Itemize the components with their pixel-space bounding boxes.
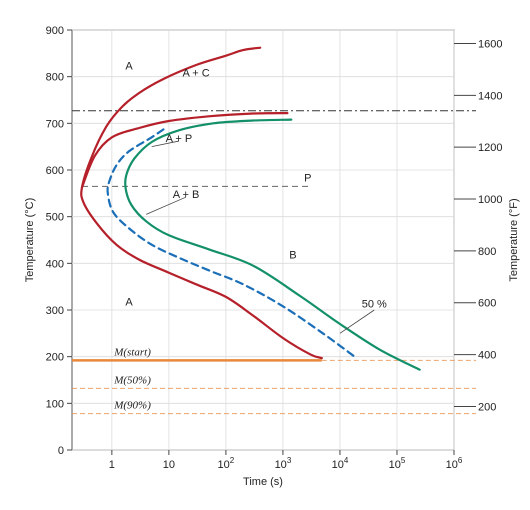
y-right-tick-label: 200 bbox=[478, 401, 496, 413]
reference-lines: P bbox=[72, 110, 476, 187]
x-axis-label: Time (s) bbox=[243, 476, 283, 488]
x-tick-exponent: 2 bbox=[230, 456, 235, 465]
region-label: B bbox=[289, 250, 296, 262]
x-tick-label: 1 bbox=[109, 459, 115, 471]
y-right-tick-label: 400 bbox=[478, 350, 496, 362]
region-label: A bbox=[125, 296, 133, 308]
x-tick-exponent: 4 bbox=[344, 456, 349, 465]
y-right-tick-label: 600 bbox=[478, 298, 496, 310]
curve-finish bbox=[124, 118, 421, 371]
martensite-lines: M(start) M(50%) M(90%) bbox=[72, 346, 476, 415]
label-pointer bbox=[146, 196, 187, 215]
y-tick-label: 400 bbox=[46, 258, 64, 270]
x-tick-exponent: 3 bbox=[287, 456, 292, 465]
y-tick-label: 600 bbox=[46, 165, 64, 177]
label-pointer bbox=[339, 309, 375, 334]
x-tick-base: 10 bbox=[446, 459, 458, 471]
x-tick-base: 10 bbox=[275, 459, 287, 471]
grid bbox=[72, 29, 455, 451]
x-tick-label: 105 bbox=[389, 456, 406, 471]
y-axis-label: Temperature (°C) bbox=[24, 198, 36, 282]
x-tick-exponent: 6 bbox=[458, 456, 463, 465]
x-tick-base: 10 bbox=[332, 459, 344, 471]
y-right-tick-label: 800 bbox=[478, 246, 496, 258]
martensite-line-label: M(50%) bbox=[113, 374, 151, 386]
y-axis-ticks: 0 100 200 300 400 500 600 700 800 900 bbox=[46, 25, 72, 457]
y-right-axis-label: Temperature (°F) bbox=[508, 198, 520, 281]
y-right-tick-label: 1200 bbox=[478, 142, 502, 154]
plot-area bbox=[71, 29, 455, 451]
y-right-tick-label: 1000 bbox=[478, 194, 502, 206]
x-tick-label: 103 bbox=[275, 456, 292, 471]
y-tick-label: 900 bbox=[46, 25, 64, 37]
region-labels: A A + C A + P A + B B A 50 % bbox=[125, 61, 387, 311]
x-tick-label: 106 bbox=[446, 456, 463, 471]
martensite-line-label: M(90%) bbox=[113, 400, 151, 412]
x-tick-exponent: 5 bbox=[401, 456, 406, 465]
x-tick-base: 10 bbox=[163, 459, 175, 471]
y-tick-label: 0 bbox=[58, 445, 64, 457]
region-label: A + C bbox=[182, 68, 209, 80]
y-tick-label: 100 bbox=[46, 398, 64, 410]
x-tick-base: 10 bbox=[389, 459, 401, 471]
y-tick-label: 700 bbox=[46, 118, 64, 130]
y-right-tick-label: 1600 bbox=[478, 38, 502, 50]
x-axis-ticks: 1 10 102 103 104 105 106 bbox=[109, 450, 463, 471]
region-label: A + P bbox=[166, 133, 193, 145]
y-tick-label: 300 bbox=[46, 305, 64, 317]
martensite-line-label: M(start) bbox=[113, 346, 151, 358]
y-tick-label: 200 bbox=[46, 352, 64, 364]
y-right-tick-label: 1400 bbox=[478, 90, 502, 102]
y-tick-label: 800 bbox=[46, 72, 64, 84]
curve-start-upper bbox=[80, 111, 289, 189]
x-tick-label: 104 bbox=[332, 456, 349, 471]
region-label: A + B bbox=[173, 189, 200, 201]
region-label: 50 % bbox=[362, 299, 387, 311]
label-pointers bbox=[146, 140, 375, 334]
x-tick-base: 1 bbox=[109, 459, 115, 471]
curve-mid bbox=[106, 128, 359, 360]
label-pointer bbox=[151, 140, 180, 148]
curve-start bbox=[80, 46, 323, 360]
y-tick-label: 500 bbox=[46, 212, 64, 224]
y-right-axis-ticks: 200 400 600 800 1000 1200 1400 1600 bbox=[454, 38, 502, 413]
x-tick-base: 10 bbox=[218, 459, 230, 471]
pearlite-line-label: P bbox=[304, 172, 311, 184]
region-label: A bbox=[125, 61, 133, 73]
x-tick-label: 10 bbox=[163, 459, 175, 471]
x-tick-label: 102 bbox=[218, 456, 235, 471]
transformation-curves bbox=[80, 46, 421, 371]
